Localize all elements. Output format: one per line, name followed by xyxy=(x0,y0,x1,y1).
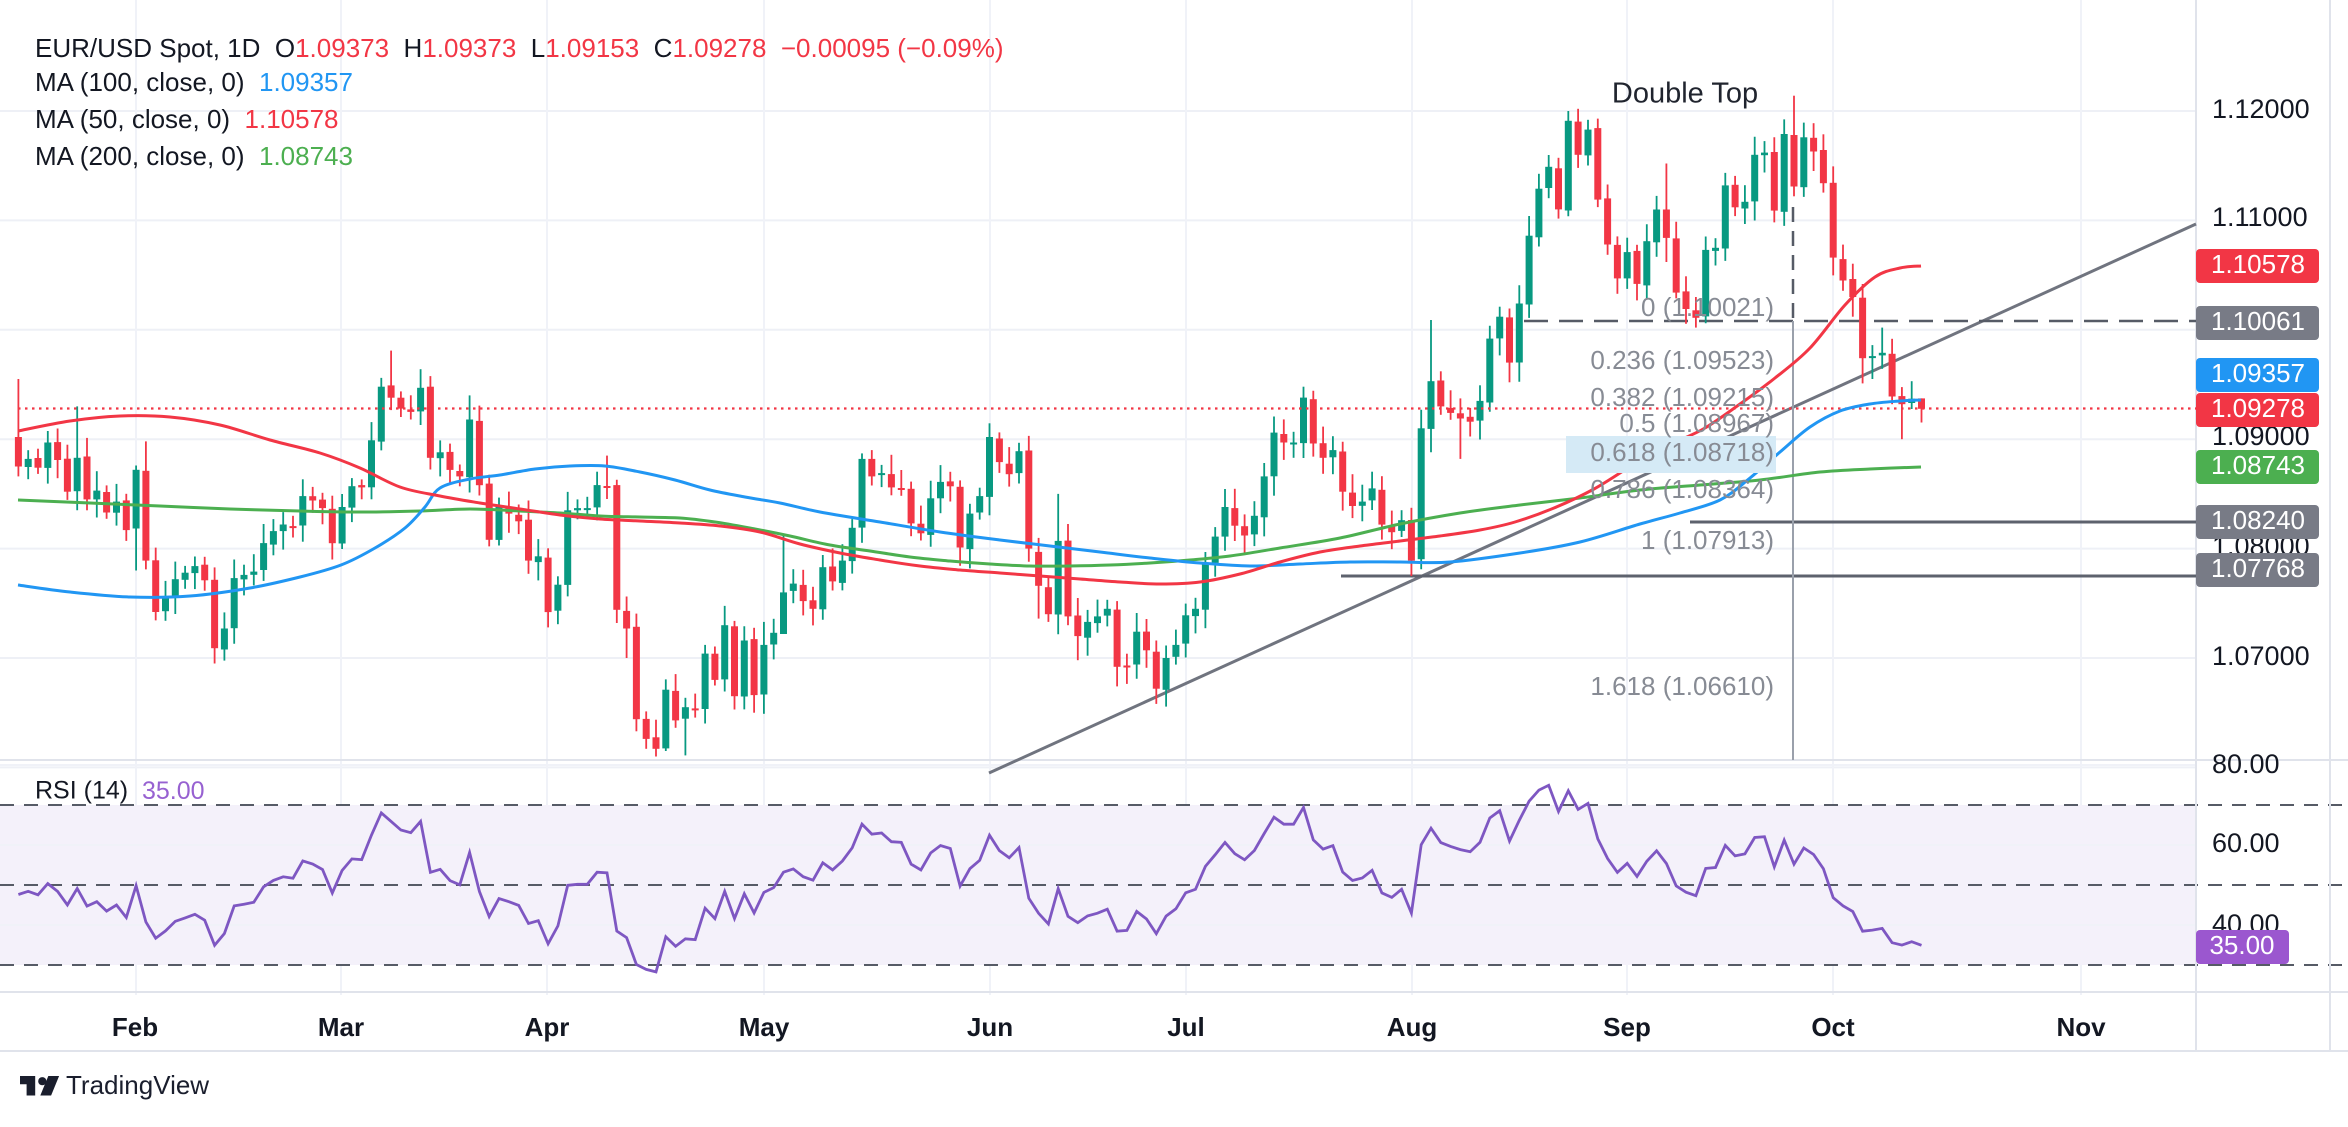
svg-text:1.07768: 1.07768 xyxy=(2211,553,2305,583)
svg-text:0.236 (1.09523): 0.236 (1.09523) xyxy=(1590,345,1774,375)
svg-text:Mar: Mar xyxy=(318,1012,364,1042)
svg-text:Feb: Feb xyxy=(112,1012,158,1042)
svg-text:RSI (14) 35.00: RSI (14) 35.00 xyxy=(35,777,205,805)
svg-text:Sep: Sep xyxy=(1603,1012,1651,1042)
svg-text:MA (100, close, 0) 1.09357: MA (100, close, 0) 1.09357 xyxy=(35,67,353,97)
svg-text:1.10061: 1.10061 xyxy=(2211,306,2305,336)
svg-text:Apr: Apr xyxy=(525,1012,570,1042)
svg-text:MA (50, close, 0) 1.10578: MA (50, close, 0) 1.10578 xyxy=(35,104,339,134)
svg-text:60.00: 60.00 xyxy=(2212,828,2280,858)
svg-text:Nov: Nov xyxy=(2056,1012,2106,1042)
svg-text:Jul: Jul xyxy=(1167,1012,1205,1042)
svg-text:0.5 (1.08967): 0.5 (1.08967) xyxy=(1619,408,1774,438)
svg-text:1.08240: 1.08240 xyxy=(2211,505,2305,535)
svg-text:1.618 (1.06610): 1.618 (1.06610) xyxy=(1590,671,1774,701)
svg-text:1.11000: 1.11000 xyxy=(2212,202,2308,232)
svg-text:TradingView: TradingView xyxy=(66,1070,209,1100)
svg-text:May: May xyxy=(739,1012,790,1042)
svg-text:1.12000: 1.12000 xyxy=(2212,94,2310,124)
svg-text:0.786 (1.08364): 0.786 (1.08364) xyxy=(1590,474,1774,504)
svg-text:1.09357: 1.09357 xyxy=(2211,358,2305,388)
svg-text:1 (1.07913): 1 (1.07913) xyxy=(1641,525,1774,555)
svg-text:Double Top: Double Top xyxy=(1612,78,1758,110)
svg-text:Jun: Jun xyxy=(967,1012,1013,1042)
svg-text:0 (1.10021): 0 (1.10021) xyxy=(1641,292,1774,322)
svg-text:0.618 (1.08718): 0.618 (1.08718) xyxy=(1590,437,1774,467)
svg-text:35.00: 35.00 xyxy=(2209,930,2274,960)
svg-text:1.07000: 1.07000 xyxy=(2212,641,2310,671)
svg-text:0.382 (1.09215): 0.382 (1.09215) xyxy=(1590,382,1774,412)
svg-text:1.08743: 1.08743 xyxy=(2211,450,2305,480)
svg-text:Aug: Aug xyxy=(1387,1012,1438,1042)
svg-text:1.09278: 1.09278 xyxy=(2211,393,2305,423)
svg-text:Oct: Oct xyxy=(1811,1012,1855,1042)
svg-text:EUR/USD Spot, 1D O1.09373 H1: EUR/USD Spot, 1D O1.09373 H1.09373 L1.09… xyxy=(35,33,1004,63)
svg-text:80.00: 80.00 xyxy=(2212,749,2280,779)
svg-text:MA (200, close, 0) 1.08743: MA (200, close, 0) 1.08743 xyxy=(35,141,353,171)
svg-text:1.10578: 1.10578 xyxy=(2211,249,2305,279)
